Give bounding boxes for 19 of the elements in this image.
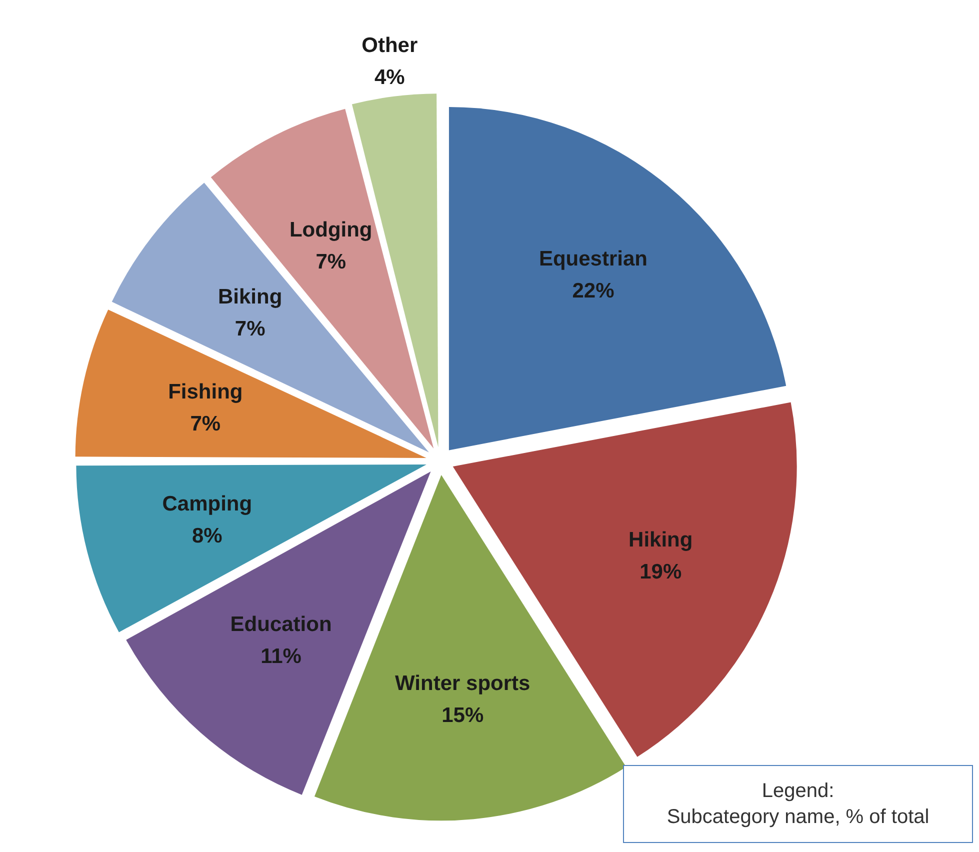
data-label: 19%: [640, 560, 682, 584]
slice-label: Lodging: [289, 218, 372, 242]
data-label: 15%: [442, 704, 484, 728]
slice-label: Camping: [162, 492, 252, 516]
data-label: 8%: [192, 524, 223, 548]
slice-label: Hiking: [628, 528, 693, 552]
text: Legend: Subcategory name, % of total: [623, 765, 973, 843]
data-label: 7%: [316, 250, 346, 274]
slice-label: Education: [230, 613, 332, 636]
slice-label: Other: [362, 34, 418, 57]
slice-label: Biking: [218, 285, 282, 308]
data-label: 22%: [572, 280, 615, 303]
data-label: 4%: [374, 66, 406, 89]
slice-label: Winter sports: [395, 672, 530, 696]
data-label: 11%: [260, 645, 302, 668]
slice-label: Equestrian: [538, 248, 648, 271]
data-label: 7%: [190, 412, 221, 436]
slice-label: Fishing: [168, 380, 243, 404]
data-label: 7%: [234, 317, 266, 340]
